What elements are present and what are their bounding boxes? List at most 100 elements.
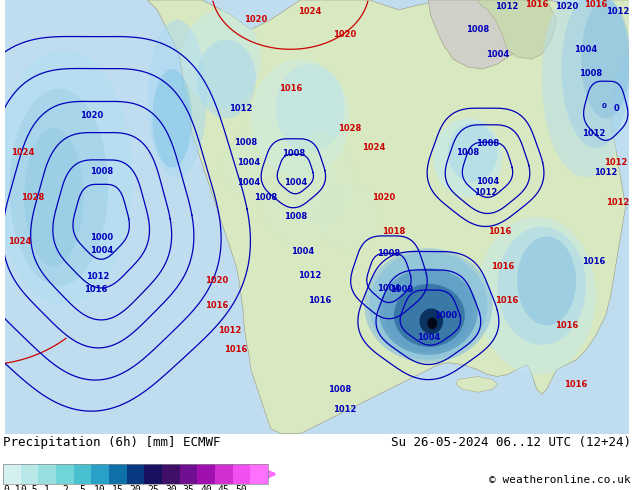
Bar <box>233 465 250 484</box>
Text: 1004: 1004 <box>283 178 307 187</box>
Text: 1008: 1008 <box>281 149 305 158</box>
Text: 1016: 1016 <box>308 296 332 305</box>
Text: 1016: 1016 <box>279 84 302 93</box>
Ellipse shape <box>384 269 473 352</box>
Text: 1008: 1008 <box>377 249 401 258</box>
Text: 0.1: 0.1 <box>3 485 21 490</box>
Text: 1008: 1008 <box>391 285 413 294</box>
Text: 45: 45 <box>218 485 230 490</box>
Text: 1012: 1012 <box>230 104 253 113</box>
Text: 10: 10 <box>94 485 106 490</box>
Text: 1004: 1004 <box>486 49 509 59</box>
Text: 1016: 1016 <box>224 345 248 354</box>
Text: 1024: 1024 <box>363 144 386 152</box>
Text: 1024: 1024 <box>11 148 34 157</box>
Bar <box>3 465 268 484</box>
Text: 1016: 1016 <box>84 285 107 294</box>
Text: 0: 0 <box>614 104 619 113</box>
Ellipse shape <box>369 251 488 360</box>
Bar <box>74 465 91 484</box>
Text: 1028: 1028 <box>338 123 361 133</box>
Text: 2: 2 <box>62 485 68 490</box>
Text: 1018: 1018 <box>382 227 406 236</box>
Ellipse shape <box>562 0 630 148</box>
Ellipse shape <box>276 64 345 153</box>
Text: 0.5: 0.5 <box>21 485 38 490</box>
Text: 1004: 1004 <box>237 178 261 187</box>
Text: 1012: 1012 <box>606 7 630 16</box>
Ellipse shape <box>394 284 465 347</box>
Ellipse shape <box>517 237 576 325</box>
Text: 1012: 1012 <box>217 326 241 335</box>
Text: © weatheronline.co.uk: © weatheronline.co.uk <box>489 475 631 485</box>
Ellipse shape <box>427 317 438 328</box>
Text: 20: 20 <box>129 485 141 490</box>
Ellipse shape <box>24 128 84 266</box>
Bar <box>56 465 74 484</box>
Ellipse shape <box>448 123 497 182</box>
Text: 1016: 1016 <box>525 0 548 9</box>
Bar <box>38 465 56 484</box>
Bar <box>145 465 162 484</box>
Ellipse shape <box>152 69 192 168</box>
Ellipse shape <box>221 143 261 192</box>
Bar <box>250 465 268 484</box>
Text: 1008: 1008 <box>476 139 499 148</box>
Text: 1004: 1004 <box>237 158 261 167</box>
Text: 1008: 1008 <box>328 385 351 394</box>
Bar <box>179 465 197 484</box>
Polygon shape <box>456 376 497 392</box>
Ellipse shape <box>420 309 443 332</box>
Ellipse shape <box>379 268 477 355</box>
Text: 1012: 1012 <box>86 272 110 281</box>
Text: 1004: 1004 <box>417 333 440 342</box>
Text: 5: 5 <box>79 485 86 490</box>
Text: 1004: 1004 <box>476 177 499 186</box>
Bar <box>162 465 179 484</box>
Text: 1012: 1012 <box>474 188 497 196</box>
Ellipse shape <box>236 118 285 177</box>
Ellipse shape <box>182 10 261 108</box>
Text: 1012: 1012 <box>333 405 356 414</box>
Polygon shape <box>477 0 557 59</box>
Ellipse shape <box>497 227 586 345</box>
Text: 1012: 1012 <box>604 158 627 167</box>
Ellipse shape <box>397 284 460 343</box>
Polygon shape <box>148 0 630 434</box>
Text: 1016: 1016 <box>205 301 228 310</box>
Text: Precipitation (6h) [mm] ECMWF: Precipitation (6h) [mm] ECMWF <box>3 436 221 449</box>
Text: 1004: 1004 <box>290 247 314 256</box>
Text: 1020: 1020 <box>205 276 228 285</box>
Text: 1016: 1016 <box>555 321 578 330</box>
Text: 30: 30 <box>165 485 177 490</box>
Text: 1016: 1016 <box>491 262 514 270</box>
Text: 1024: 1024 <box>8 237 31 246</box>
Ellipse shape <box>541 0 630 177</box>
Text: 1008: 1008 <box>466 25 489 34</box>
Text: 25: 25 <box>147 485 159 490</box>
Bar <box>197 465 215 484</box>
Ellipse shape <box>261 148 340 246</box>
Ellipse shape <box>477 217 596 374</box>
Text: 1024: 1024 <box>299 7 322 16</box>
Ellipse shape <box>581 0 630 118</box>
Ellipse shape <box>10 89 108 286</box>
Text: 1004: 1004 <box>89 246 113 255</box>
Text: 1020: 1020 <box>333 30 356 39</box>
Bar <box>109 465 127 484</box>
Text: 35: 35 <box>183 485 195 490</box>
Text: 50: 50 <box>236 485 247 490</box>
Ellipse shape <box>420 309 443 334</box>
Text: 1008: 1008 <box>579 70 602 78</box>
Polygon shape <box>429 0 527 69</box>
Text: 1008: 1008 <box>456 148 479 157</box>
Text: 1020: 1020 <box>372 193 396 201</box>
Bar <box>3 465 21 484</box>
Ellipse shape <box>365 248 493 363</box>
Text: 1008: 1008 <box>235 138 257 147</box>
Ellipse shape <box>285 133 354 222</box>
Bar <box>21 465 38 484</box>
Text: 1004: 1004 <box>574 45 598 54</box>
Text: 1020: 1020 <box>244 15 268 24</box>
Ellipse shape <box>0 49 133 306</box>
